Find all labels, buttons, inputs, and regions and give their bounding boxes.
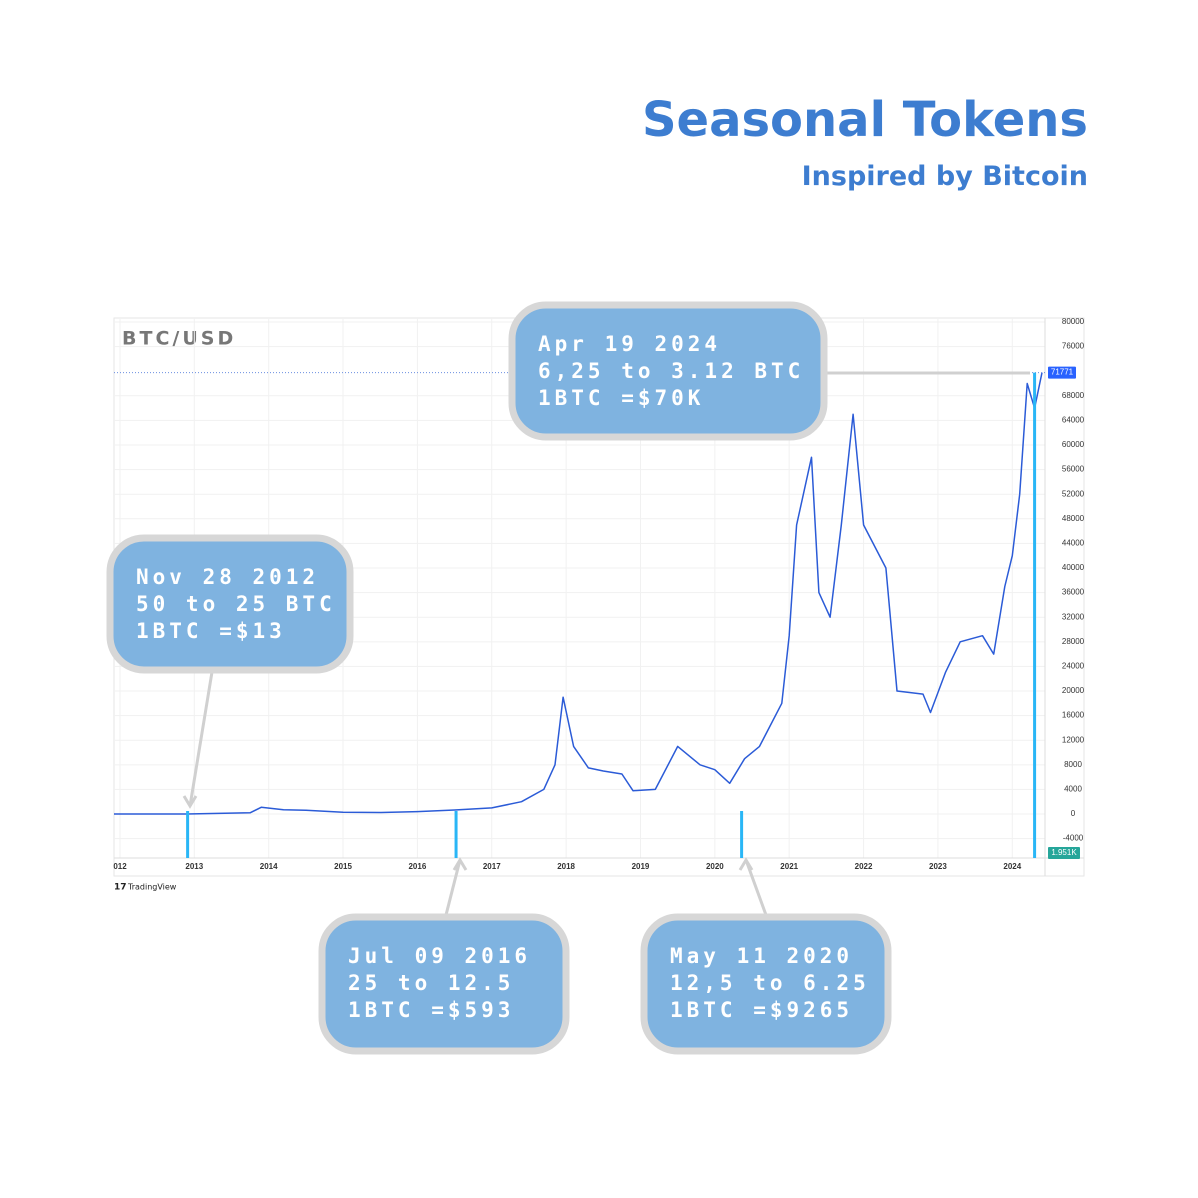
y-tick-label: 20000 xyxy=(1062,686,1085,695)
callout-text: 1BTC =$9265 xyxy=(670,998,853,1022)
callout-text: Jul 09 2016 xyxy=(348,944,531,968)
x-tick-label: 2015 xyxy=(334,862,352,871)
y-tick-label: 64000 xyxy=(1062,416,1085,425)
arrow-head xyxy=(738,857,754,871)
y-tick-label: 56000 xyxy=(1062,465,1085,474)
callout-text: 25 to 12.5 xyxy=(348,971,514,995)
branding: TradingView xyxy=(127,883,177,892)
callout-text: 1BTC =$13 xyxy=(136,619,286,643)
callout-text: 50 to 25 BTC xyxy=(136,592,336,616)
callout-box xyxy=(318,913,570,1055)
y-tick-label: 16000 xyxy=(1062,711,1085,720)
x-tick-label: 2018 xyxy=(557,862,575,871)
callout-text: 1BTC =$70K xyxy=(538,386,704,410)
chart-title: BTC/USD xyxy=(122,328,236,350)
x-tick-label: 2023 xyxy=(929,862,947,871)
y-tick-label: 60000 xyxy=(1062,440,1085,449)
volume-label: 1.951K xyxy=(1051,848,1077,857)
y-tick-label: 24000 xyxy=(1062,662,1085,671)
x-tick-label: 2014 xyxy=(260,862,278,871)
callout-text: 12,5 to 6.25 xyxy=(670,971,870,995)
y-tick-label: 36000 xyxy=(1062,588,1085,597)
y-tick-label: 28000 xyxy=(1062,637,1085,646)
callout-arrow xyxy=(188,671,214,807)
callout-box xyxy=(106,534,354,674)
x-tick-label: 2022 xyxy=(855,862,873,871)
volume-tag xyxy=(1048,847,1080,859)
page-subtitle: Inspired by Bitcoin xyxy=(802,161,1088,192)
x-tick-label: 2017 xyxy=(483,862,501,871)
x-tick-label: 012 xyxy=(113,862,127,871)
y-tick-label: 0 xyxy=(1071,809,1076,818)
x-tick-label: 2020 xyxy=(706,862,724,871)
callout-box xyxy=(640,913,892,1055)
page-title: Seasonal Tokens xyxy=(642,92,1088,148)
y-tick-label: 48000 xyxy=(1062,514,1085,523)
arrow-head xyxy=(452,857,468,871)
callout-text: Apr 19 2024 xyxy=(538,332,721,356)
callout-text: 6,25 to 3.12 BTC xyxy=(538,359,804,383)
callout-box xyxy=(508,301,828,441)
callout-arrow xyxy=(444,859,462,916)
last-price-label: 71771 xyxy=(1051,368,1074,377)
callout-text: May 11 2020 xyxy=(670,944,853,968)
y-tick-label: 68000 xyxy=(1062,391,1085,400)
y-tick-label: 52000 xyxy=(1062,489,1085,498)
callout-text: 1BTC =$593 xyxy=(348,998,514,1022)
x-tick-label: 2016 xyxy=(408,862,426,871)
y-tick-label: 8000 xyxy=(1064,760,1082,769)
y-tick-label: 4000 xyxy=(1064,785,1082,794)
x-tick-label: 2019 xyxy=(632,862,650,871)
y-tick-label: -4000 xyxy=(1063,834,1084,843)
x-tick-label: 2021 xyxy=(780,862,798,871)
x-tick-label: 2024 xyxy=(1003,862,1021,871)
last-price-tag xyxy=(1048,366,1076,379)
y-tick-label: 44000 xyxy=(1062,539,1085,548)
y-tick-label: 80000 xyxy=(1062,317,1085,326)
x-tick-label: 2013 xyxy=(185,862,203,871)
callout-text: Nov 28 2012 xyxy=(136,565,319,589)
branding-logo: 17 xyxy=(114,883,127,893)
y-tick-label: 76000 xyxy=(1062,342,1085,351)
arrow-head xyxy=(182,795,198,809)
y-tick-label: 12000 xyxy=(1062,735,1085,744)
y-tick-label: 40000 xyxy=(1062,563,1085,572)
y-tick-label: 32000 xyxy=(1062,612,1085,621)
price-line xyxy=(114,372,1043,815)
callout-arrow xyxy=(744,859,768,916)
